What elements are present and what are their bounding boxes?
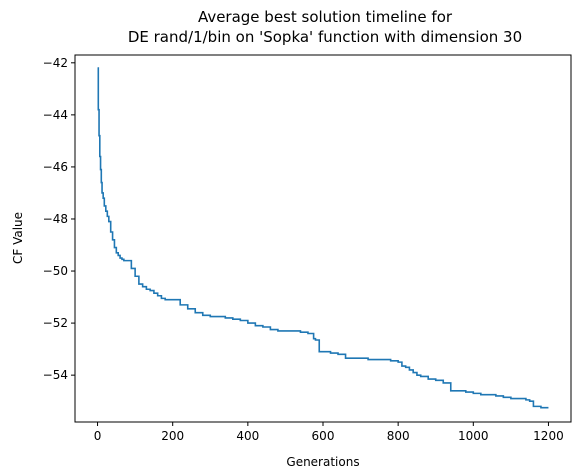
- y-tick-label: −46: [43, 160, 68, 174]
- x-tick-label: 1000: [458, 429, 489, 443]
- y-tick-label: −44: [43, 108, 68, 122]
- y-tick-label: −54: [43, 368, 68, 382]
- x-tick-label: 800: [387, 429, 410, 443]
- series-line: [97, 67, 549, 409]
- x-tick-label: 600: [312, 429, 335, 443]
- chart-title-line1: Average best solution timeline for: [198, 8, 453, 26]
- x-axis-label: Generations: [286, 455, 359, 469]
- y-tick-label: −52: [43, 316, 68, 330]
- chart-title-line2: DE rand/1/bin on 'Sopka' function with d…: [128, 28, 522, 46]
- x-tick-label: 400: [236, 429, 259, 443]
- y-axis-ticks: −54 −52 −50 −48 −46 −44 −42: [43, 56, 75, 382]
- plot-frame: [74, 54, 572, 423]
- y-tick-label: −48: [43, 212, 68, 226]
- y-tick-label: −50: [43, 264, 68, 278]
- x-tick-label: 1200: [533, 429, 564, 443]
- x-axis-ticks: 0 200 400 600 800 1000 1200: [94, 422, 564, 443]
- y-axis-label: CF Value: [11, 212, 25, 264]
- x-tick-label: 0: [94, 429, 102, 443]
- y-tick-label: −42: [43, 56, 68, 70]
- x-tick-label: 200: [161, 429, 184, 443]
